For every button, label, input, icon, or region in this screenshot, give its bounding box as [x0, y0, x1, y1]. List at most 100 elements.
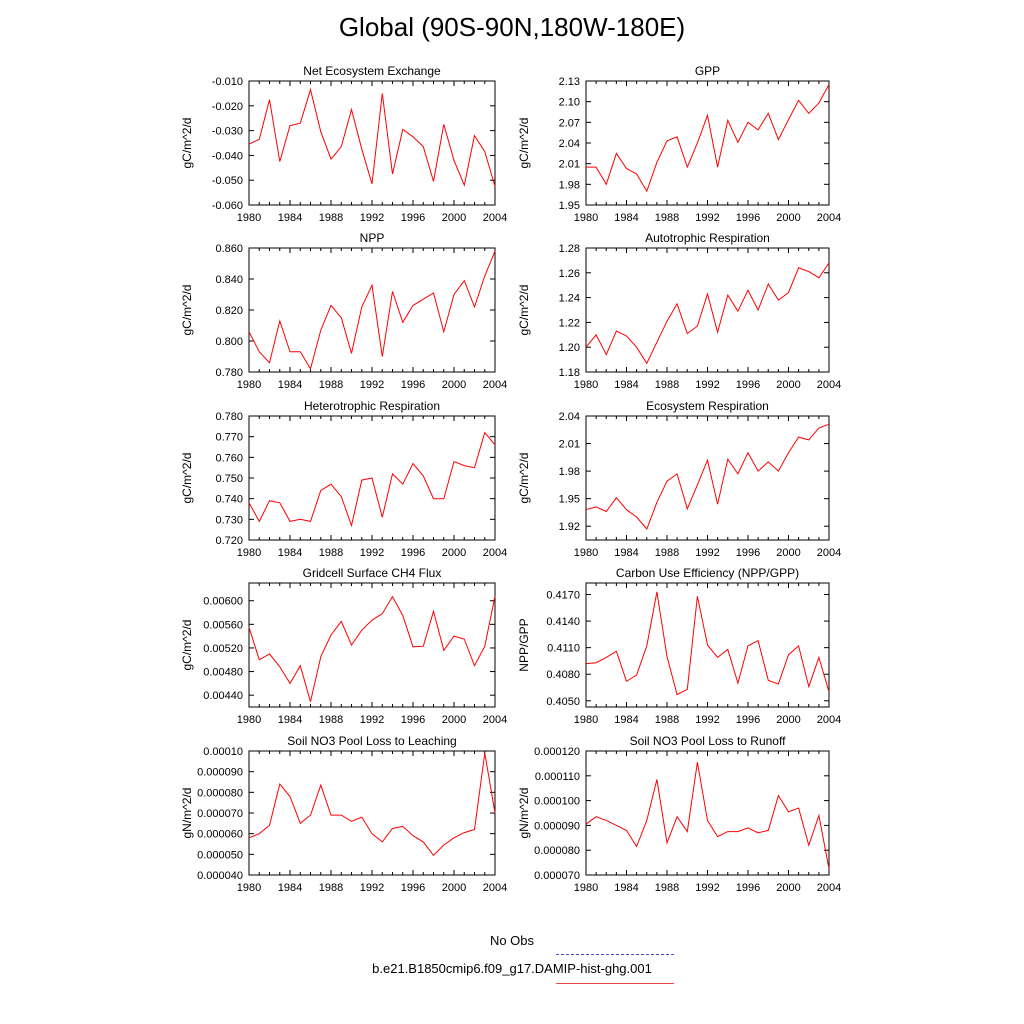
- x-tick-label: 1984: [278, 212, 302, 224]
- y-axis-label: gN/m^2/d: [517, 788, 531, 839]
- x-tick-label: 1996: [736, 212, 760, 224]
- x-tick-label: 1980: [237, 212, 261, 224]
- x-tick-label: 2004: [483, 212, 507, 224]
- y-tick-label: 1.20: [559, 342, 580, 354]
- y-tick-label: 1.22: [559, 317, 580, 329]
- y-tick-label: 0.770: [215, 432, 243, 444]
- y-tick-label: 1.95: [559, 200, 580, 212]
- legend-model-line: [556, 983, 674, 984]
- x-tick-label: 1984: [614, 212, 638, 224]
- y-tick-label: 1.95: [559, 494, 580, 506]
- x-tick-label: 1992: [695, 379, 719, 391]
- x-tick-label: 2004: [817, 547, 841, 559]
- x-tick-label: 2000: [776, 212, 800, 224]
- y-tick-label: -0.050: [212, 175, 243, 187]
- x-tick-label: 1984: [278, 547, 302, 559]
- x-tick-label: 2004: [817, 379, 841, 391]
- panel-title: Soil NO3 Pool Loss to Runoff: [630, 734, 787, 748]
- x-tick-label: 1988: [655, 379, 679, 391]
- y-tick-label: 0.000080: [197, 787, 243, 799]
- y-tick-label: 0.760: [215, 452, 243, 464]
- y-tick-label: 0.000050: [197, 849, 243, 861]
- panel-title: Gridcell Surface CH4 Flux: [303, 566, 442, 580]
- x-tick-label: 1984: [614, 379, 638, 391]
- x-tick-label: 1992: [360, 212, 384, 224]
- y-tick-label: 0.00520: [203, 643, 243, 655]
- y-axis-label: gC/m^2/d: [517, 285, 531, 336]
- x-tick-label: 1980: [237, 714, 261, 726]
- x-tick-label: 2000: [442, 379, 466, 391]
- y-axis-label: gC/m^2/d: [517, 118, 531, 169]
- x-tick-label: 1980: [574, 547, 598, 559]
- series-line: [248, 250, 496, 371]
- x-tick-label: 2000: [776, 379, 800, 391]
- x-tick-label: 1980: [237, 547, 261, 559]
- plot-frame: [585, 80, 830, 206]
- panel-title: Soil NO3 Pool Loss to Leaching: [287, 734, 456, 748]
- y-tick-label: 0.00440: [203, 690, 243, 702]
- y-tick-label: 0.820: [215, 305, 243, 317]
- x-tick-label: 1984: [278, 714, 302, 726]
- y-tick-label: 0.840: [215, 274, 243, 286]
- plot-frame: [585, 247, 830, 373]
- series-line: [248, 431, 496, 528]
- y-axis-label: gC/m^2/d: [517, 453, 531, 504]
- y-tick-label: 0.00480: [203, 667, 243, 679]
- x-tick-label: 1992: [360, 379, 384, 391]
- x-tick-label: 1996: [736, 379, 760, 391]
- x-tick-label: 1980: [574, 882, 598, 894]
- x-tick-label: 1996: [401, 379, 425, 391]
- x-tick-label: 1996: [736, 547, 760, 559]
- x-tick-label: 1996: [401, 714, 425, 726]
- y-tick-label: 0.4140: [546, 616, 580, 628]
- panel-6: Gridcell Surface CH4 Flux gC/m^2/d 1980 198…: [180, 566, 507, 726]
- panel-1: GPP gC/m^2/d 1980 1984 1988 1992 1996 2000 2004 1…: [517, 64, 841, 224]
- y-axis-label: gC/m^2/d: [180, 620, 194, 671]
- series-line: [248, 753, 496, 857]
- x-tick-label: 1980: [574, 212, 598, 224]
- y-tick-label: 0.000080: [534, 845, 580, 857]
- y-tick-label: 0.4110: [547, 643, 580, 655]
- y-tick-label: 0.000110: [535, 771, 580, 783]
- x-tick-label: 2000: [442, 714, 466, 726]
- y-tick-label: 0.720: [215, 535, 243, 547]
- y-axis-label: gN/m^2/d: [180, 788, 194, 839]
- y-tick-label: -0.030: [212, 126, 243, 138]
- x-tick-label: 2004: [817, 882, 841, 894]
- x-tick-label: 1984: [278, 379, 302, 391]
- x-tick-label: 2000: [776, 547, 800, 559]
- series-line: [586, 84, 830, 193]
- y-tick-label: 0.00010: [203, 746, 243, 758]
- x-tick-label: 1980: [237, 882, 261, 894]
- series-line: [585, 262, 830, 365]
- x-tick-label: 1988: [319, 547, 343, 559]
- y-tick-label: 0.750: [215, 473, 243, 485]
- panel-4: Heterotrophic Respiration gC/m^2/d 1980 198…: [180, 399, 507, 559]
- x-tick-label: 1992: [695, 212, 719, 224]
- x-tick-label: 2004: [817, 212, 841, 224]
- y-tick-label: 1.98: [559, 466, 580, 478]
- y-tick-label: 0.4080: [546, 669, 580, 681]
- x-tick-label: 1984: [278, 882, 302, 894]
- y-tick-label: 0.00560: [203, 619, 243, 631]
- plot-frame: [585, 415, 830, 541]
- y-tick-label: 2.07: [559, 117, 580, 129]
- x-tick-label: 2000: [776, 882, 800, 894]
- y-axis-label: gC/m^2/d: [180, 453, 194, 504]
- y-tick-label: 1.18: [559, 367, 580, 379]
- y-tick-label: 0.730: [215, 514, 243, 526]
- y-tick-label: 0.000040: [197, 870, 243, 882]
- y-tick-label: 1.98: [559, 179, 580, 191]
- panel-title: Ecosystem Respiration: [646, 399, 769, 413]
- y-axis-label: NPP/GPP: [517, 618, 531, 671]
- y-tick-label: -0.060: [212, 200, 243, 212]
- legend-obs-label: No Obs: [489, 933, 535, 948]
- x-tick-label: 1988: [319, 379, 343, 391]
- panel-9: Soil NO3 Pool Loss to Runoff gN/m^2/d 1980…: [517, 734, 841, 894]
- y-axis-label: gC/m^2/d: [180, 118, 194, 169]
- x-tick-label: 1988: [655, 547, 679, 559]
- x-tick-label: 1984: [614, 547, 638, 559]
- x-tick-label: 1980: [574, 379, 598, 391]
- x-tick-label: 2004: [483, 547, 507, 559]
